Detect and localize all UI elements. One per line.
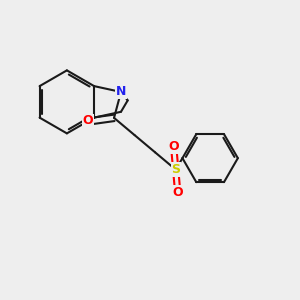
Text: O: O [172,186,182,199]
Text: N: N [116,85,126,98]
Text: O: O [169,140,179,153]
Text: O: O [82,114,93,127]
Text: S: S [171,163,180,176]
